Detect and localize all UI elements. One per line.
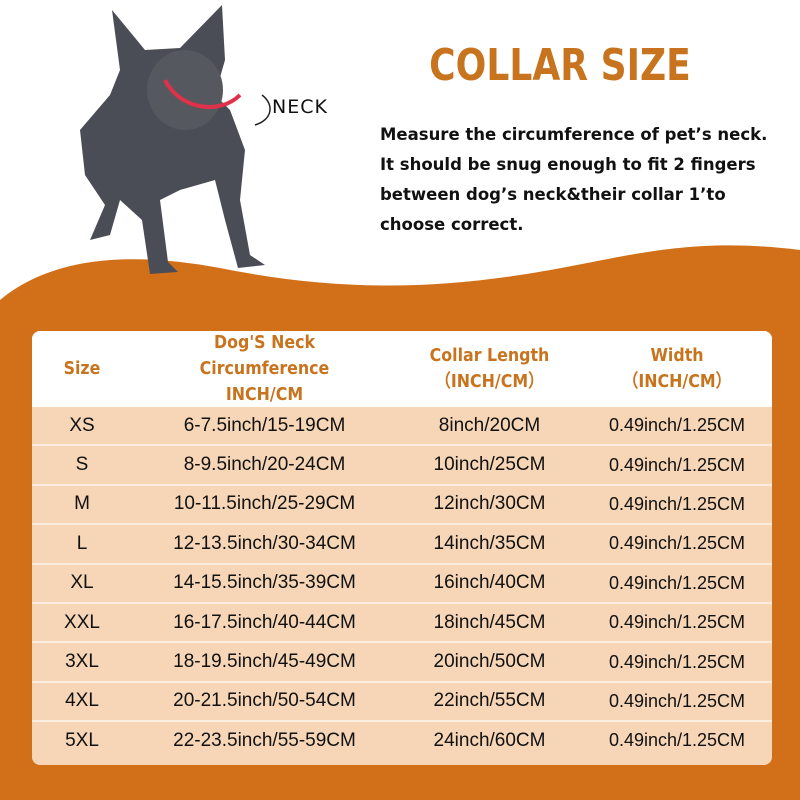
table-row: M 10-11.5inch/25-29CM 12inch/30CM 0.49inch/… — [32, 483, 772, 523]
cell-size: 4XL — [65, 690, 99, 712]
cell-collar-length: 10inch/25CM — [433, 454, 546, 476]
table-row: 3XL 18-19.5inch/45-49CM 20inch/50CM 0.49inc… — [32, 641, 772, 680]
neck-label: NECK — [272, 96, 328, 118]
header-collar-length: Collar Length （INCH/CM） — [429, 345, 550, 392]
cell-neck-circumference: 12-13.5inch/30-34CM — [173, 532, 356, 554]
table-row: L 12-13.5inch/30-34CM 14inch/35CM 0.49inch/… — [32, 523, 772, 562]
instruction-line: Measure the circumference of pet’s neck. — [380, 125, 768, 144]
cell-width: 0.49inch/1.25CM — [608, 572, 746, 593]
size-chart-table: Size Dog'S Neck Circumference INCH/CM Col… — [32, 331, 772, 765]
table-body: XS 6-7.5inch/15-19CM 8inch/20CM 0.49inch/1.… — [32, 407, 772, 760]
measurement-instructions: Measure the circumference of pet’s neck.… — [380, 120, 800, 240]
cell-width: 0.49inch/1.25CM — [608, 690, 746, 711]
cell-collar-length: 16inch/40CM — [433, 572, 546, 594]
cell-collar-length: 14inch/35CM — [433, 532, 546, 554]
table-row: S 8-9.5inch/20-24CM 10inch/25CM 0.49inch/1.… — [32, 444, 772, 483]
table-header: Size Dog'S Neck Circumference INCH/CM Col… — [32, 331, 772, 407]
cell-neck-circumference: 10-11.5inch/25-29CM — [173, 493, 356, 515]
cell-collar-length: 12inch/30CM — [433, 493, 546, 515]
cell-neck-circumference: 8-9.5inch/20-24CM — [183, 454, 346, 476]
header-width: Width （INCH/CM） — [622, 345, 732, 392]
cell-size: M — [74, 493, 90, 515]
cell-collar-length: 20inch/50CM — [433, 651, 546, 673]
cell-width: 0.49inch/1.25CM — [608, 612, 746, 633]
cell-neck-circumference: 22-23.5inch/55-59CM — [173, 729, 356, 751]
instruction-line: choose correct. — [380, 215, 524, 234]
table-row: XXL 16-17.5inch/40-44CM 18inch/45CM 0.49inc… — [32, 601, 772, 641]
cell-neck-circumference: 16-17.5inch/40-44CM — [173, 611, 356, 633]
cell-neck-circumference: 20-21.5inch/50-54CM — [173, 690, 356, 712]
cell-collar-length: 8inch/20CM — [438, 414, 541, 436]
cell-neck-circumference: 14-15.5inch/35-39CM — [173, 572, 356, 594]
instruction-line: It should be snug enough to fit 2 finger… — [380, 155, 756, 174]
table-row: XL 14-15.5inch/35-39CM 16inch/40CM 0.49inch… — [32, 562, 772, 602]
page-title: COLLAR SIZE — [429, 40, 691, 91]
cell-width: 0.49inch/1.25CM — [608, 651, 746, 672]
cell-size: 5XL — [65, 729, 99, 751]
header-size: Size — [63, 358, 101, 379]
cell-neck-circumference: 6-7.5inch/15-19CM — [183, 414, 346, 436]
header-neck-circumference: Dog'S Neck Circumference INCH/CM — [199, 332, 330, 405]
cell-width: 0.49inch/1.25CM — [608, 493, 746, 514]
cell-collar-length: 24inch/60CM — [433, 729, 546, 751]
cell-collar-length: 22inch/55CM — [433, 690, 546, 712]
cell-size: XS — [69, 414, 95, 436]
french-bulldog-image — [80, 5, 271, 274]
instruction-line: between dog’s neck&their collar 1’to — [380, 185, 726, 204]
cell-size: XXL — [64, 611, 100, 633]
cell-size: 3XL — [65, 651, 99, 673]
cell-neck-circumference: 18-19.5inch/45-49CM — [173, 651, 356, 673]
table-row: 4XL 20-21.5inch/50-54CM 22inch/55CM 0.49inc… — [32, 680, 772, 720]
cell-collar-length: 18inch/45CM — [433, 611, 546, 633]
cell-width: 0.49inch/1.25CM — [608, 415, 746, 436]
cell-size: XL — [70, 572, 94, 594]
table-row: 5XL 22-23.5inch/55-59CM 24inch/60CM 0.49inc… — [32, 720, 772, 759]
cell-size: S — [75, 454, 89, 476]
cell-size: L — [76, 532, 88, 554]
table-row: XS 6-7.5inch/15-19CM 8inch/20CM 0.49inch/1.… — [32, 407, 772, 444]
cell-width: 0.49inch/1.25CM — [608, 454, 746, 475]
cell-width: 0.49inch/1.25CM — [608, 730, 746, 751]
cell-width: 0.49inch/1.25CM — [608, 533, 746, 554]
